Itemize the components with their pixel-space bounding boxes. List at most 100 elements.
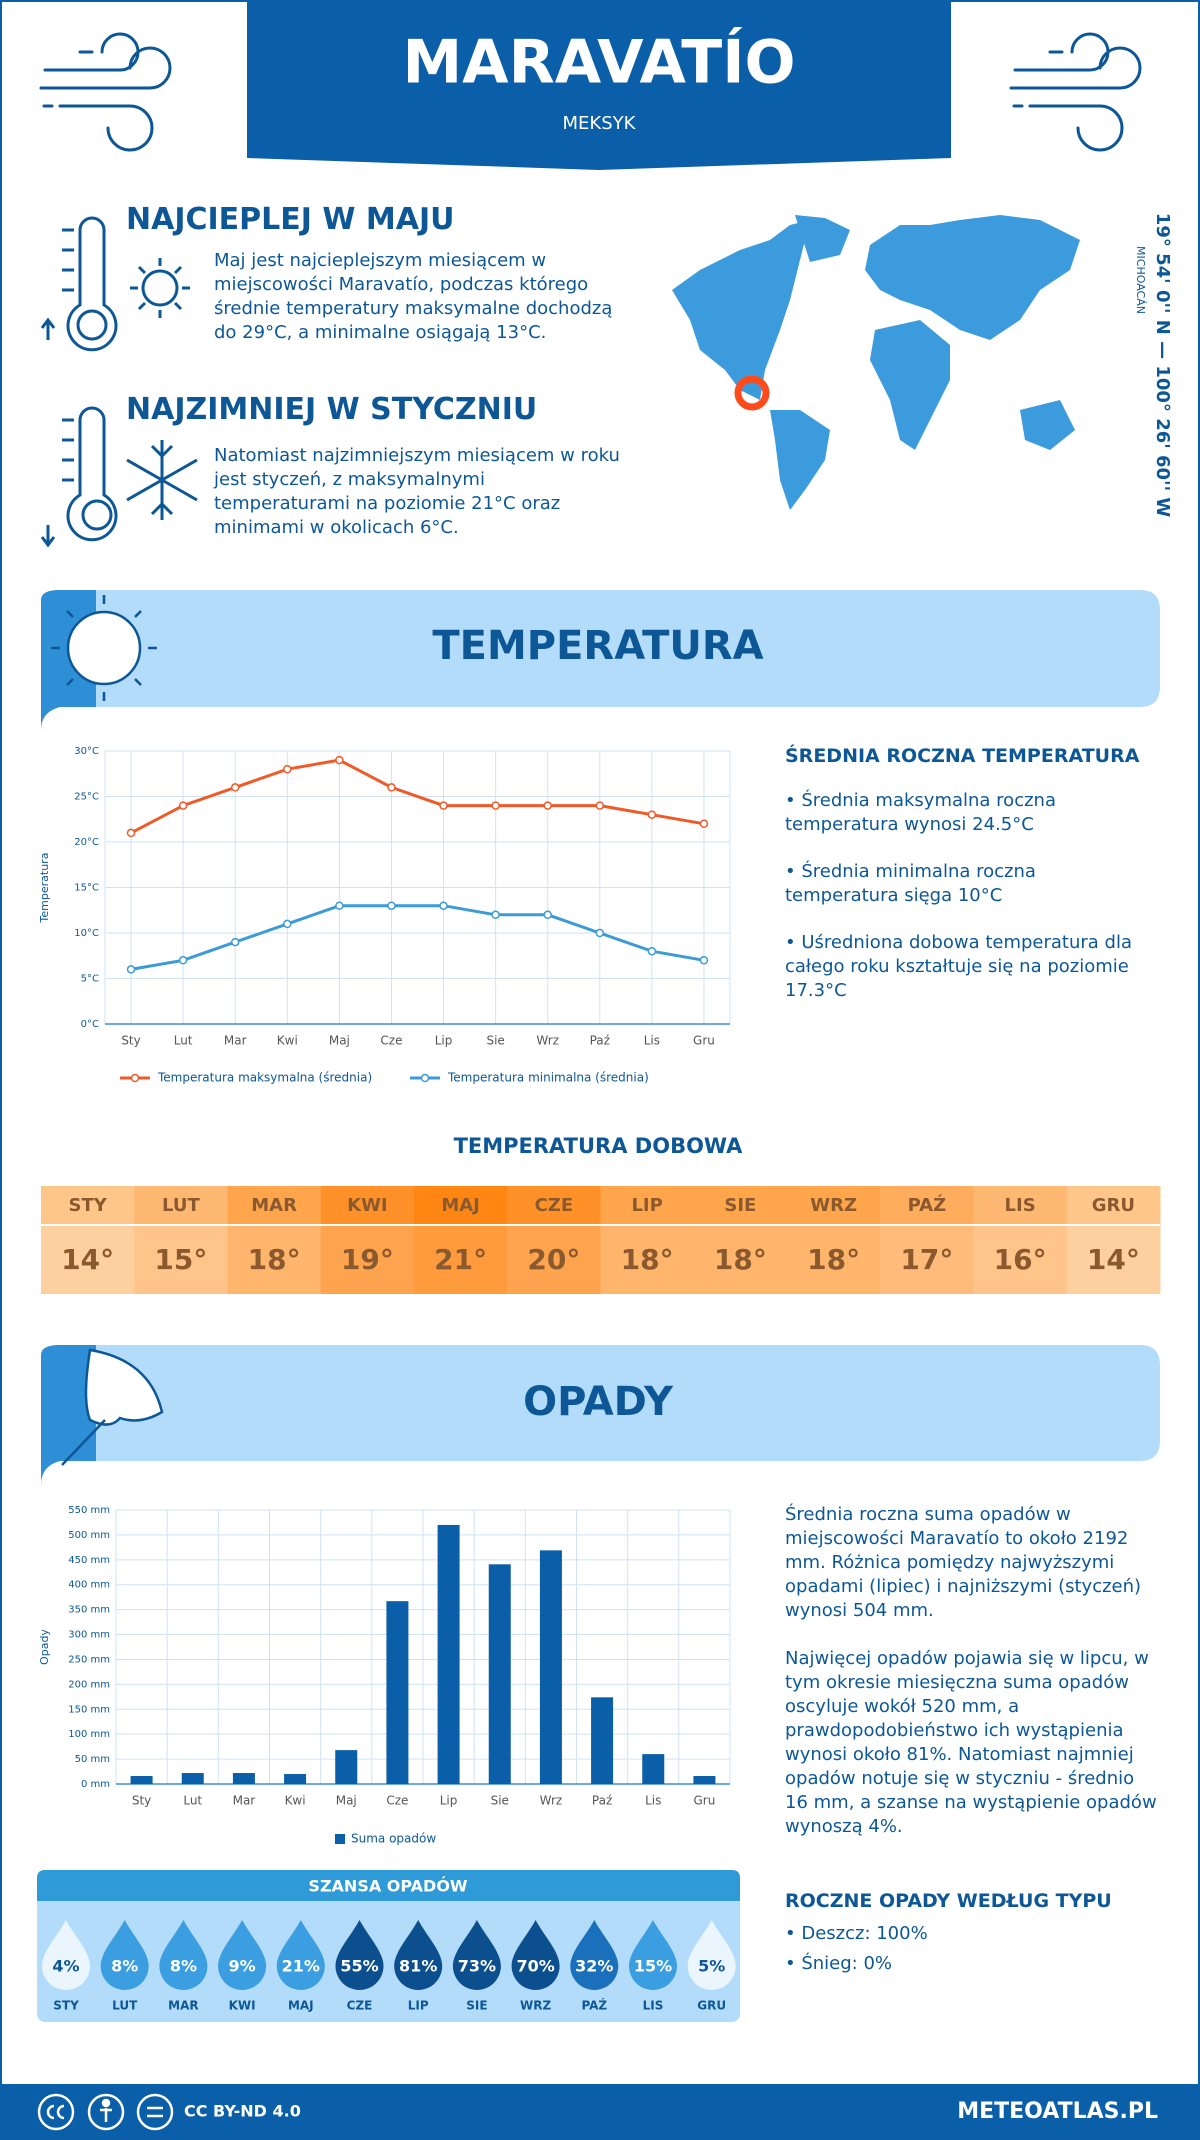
daily-value-cell [880,1225,974,1294]
x-tick-label: Gru [693,1794,715,1808]
chance-drops: 4% STY 8% LUT 8% MAR 9% KWI 21% MAJ 55% CZE 81% LIP 73… [42,1920,736,2013]
daily-header-cell [693,1186,788,1225]
drop [100,1920,149,1991]
daily-value: 15° [154,1243,207,1276]
x-tick-label: Lis [644,1034,660,1048]
bar [335,1750,358,1784]
x-tick-label: Mar [233,1794,256,1808]
point [178,801,188,810]
chart: 0 mm 50 mm 100 mm 150 mm 200 mm 250 mm 300 mm 3… [38,1505,731,1846]
daily-value-tint [693,1225,788,1294]
x-tick-label: Maj [336,1794,357,1808]
region: MICHOACÁN [1134,246,1147,314]
section-title: OPADY [523,1379,674,1425]
drop [42,1920,90,1990]
daily-value-tint [973,1225,1068,1294]
point [699,956,709,965]
bar [181,1773,204,1784]
drop [511,1920,560,1990]
drop-label: 4% [52,1957,79,1976]
drop-label: 8% [111,1957,138,1976]
x-tick-label: Lis [645,1794,661,1808]
drop-label: 81% [399,1957,437,1976]
daily-value: 18° [248,1243,301,1276]
daily-month: WRZ [810,1195,857,1216]
x-tick-label: Wrz [536,1034,559,1048]
x-tick-label: Sty [121,1034,140,1048]
legend-swatch [130,1073,140,1083]
daily-month: LUT [162,1195,200,1216]
world-map [672,215,1080,510]
bar [488,1564,511,1784]
daily-value: 19° [341,1243,394,1276]
point [126,965,136,974]
legend-swatch [420,1073,430,1083]
daily-header-cell [973,1186,1068,1225]
y-tick-label: 350 mm [68,1605,110,1616]
daily-value-tint [320,1225,415,1294]
legend-label: Temperatura minimalna (średnia) [447,1071,649,1085]
drop-month: MAR [168,1999,198,2013]
drop-label: 32% [575,1957,613,1976]
drop-label: 8% [170,1957,197,1976]
daily-value-tint [507,1225,601,1294]
chance-panel [37,1870,740,2022]
daily-value-cell [320,1225,415,1294]
section-title: TEMPERATURA [432,623,763,669]
drop-label: 5% [698,1957,725,1976]
coldest-text: Natomiast najzimniejszym miesiącem w rok… [214,445,620,538]
drop-month: STY [53,1999,79,2013]
thermometer-hot [40,216,190,352]
drop-month: LIP [408,1999,429,2013]
daily-value-tint [600,1225,695,1294]
warmest-title: NAJCIEPLEJ W MAJU [126,202,455,237]
warmest-text: Maj jest najcieplejszym miesiącem w miej… [214,250,613,343]
types-item: • Śnieg: 0% [785,1953,893,1974]
drop-month: WRZ [520,1999,551,2013]
x-tick-label: Sie [486,1034,504,1048]
y-tick-label: 20°C [74,837,99,848]
x-tick-label: Paź [590,1034,610,1048]
daily-value-tint [1066,1225,1161,1294]
bar [642,1754,665,1784]
daily-header-cell [227,1186,322,1225]
x-tick-label: Cze [386,1794,408,1808]
y-tick-label: 550 mm [68,1505,110,1516]
series-line [130,904,705,971]
y-tick-label: 500 mm [68,1530,110,1541]
daily-value-cell [693,1225,788,1294]
city-title: MARAVATÍO [402,26,795,98]
daily-month: CZE [535,1195,574,1216]
daily-value-tint [41,1225,135,1294]
y-tick-label: 100 mm [68,1729,110,1740]
y-axis-label: Opady [38,1629,51,1665]
daily-value-tint [880,1225,974,1294]
point [491,801,500,810]
daily-table: STY 14° LUT 15° MAR 18° KWI 19° MAJ 21° CZE 20° LIP 1… [41,1186,1161,1294]
drop [452,1920,501,1991]
series-line [130,758,705,835]
chance-header [37,1870,740,1901]
drop-month: KWI [229,1999,256,2013]
y-tick-label: 250 mm [68,1654,110,1665]
bar [284,1774,307,1784]
location-marker [734,375,770,411]
daily-header-cell [787,1186,881,1225]
daily-month: PAŹ [908,1194,947,1216]
daily-value-cell [41,1225,135,1294]
coldest-title: NAJZIMNIEJ W STYCZNIU [126,392,538,427]
drop-label: 9% [229,1957,256,1976]
types-title: ROCZNE OPADY WEDŁUG TYPU [785,1890,1112,1912]
bar [437,1524,460,1784]
point [647,810,657,819]
y-tick-label: 50 mm [75,1754,110,1765]
point [230,937,240,947]
daily-value: 16° [994,1243,1047,1276]
daily-value: 17° [900,1243,953,1276]
daily-month: LIS [1005,1195,1036,1216]
bar [693,1776,716,1784]
y-axis-label: Temperatura [38,853,51,924]
y-tick-label: 5°C [81,974,99,985]
point [647,946,657,956]
